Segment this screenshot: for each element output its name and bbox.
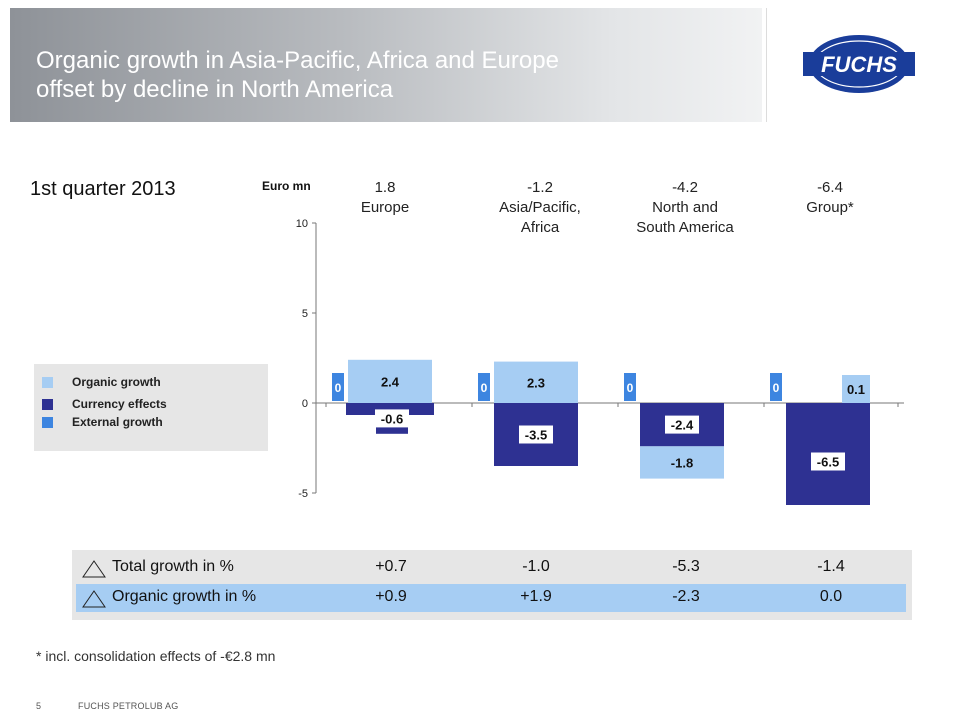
legend-swatch (42, 399, 53, 410)
region-total: -6.4 (817, 179, 843, 196)
period-subtitle: 1st quarter 2013 (30, 178, 176, 200)
table-cell: +0.7 (375, 558, 407, 575)
region-header-americas: -4.2 North and South America (615, 178, 755, 238)
table-cell: -2.3 (672, 588, 700, 605)
unit-label: Euro mn (262, 179, 311, 193)
data-label-organic: 0.1 (847, 382, 865, 397)
y-tick-label: 10 (296, 218, 308, 230)
data-label-currency: -2.4 (671, 418, 694, 433)
data-label-external: 0 (335, 381, 342, 395)
table-cell: -1.4 (817, 558, 845, 575)
data-label-external: 0 (481, 381, 488, 395)
data-label-currency: -0.6 (381, 411, 403, 426)
data-label-bg (375, 409, 409, 428)
legend-label: Organic growth (72, 375, 161, 389)
region-header-asia-pacific: -1.2 Asia/Pacific, Africa (480, 178, 600, 238)
data-label-currency: -6.5 (817, 455, 839, 470)
table-row-total-growth: Total growth in % +0.7 -1.0 -5.3 -1.4 (76, 554, 906, 582)
table-cell: +0.9 (375, 588, 407, 605)
region-total: 1.8 (374, 179, 396, 196)
data-label-currency: -3.5 (525, 428, 547, 443)
bar-chart: 10 5 0 -5 0 2.4 -0.6 0 2.3 -3.5 0 -1.8 -2.4 0 0.1 -6.5 (296, 218, 904, 505)
region-total: -4.2 (672, 179, 698, 196)
row-label: Organic growth in % (112, 588, 257, 605)
data-label-external: 0 (773, 381, 780, 395)
logo-text: FUCHS (821, 52, 897, 77)
legend-swatch (42, 377, 53, 388)
region-name: Group* (806, 199, 854, 216)
bar-currency-band (346, 403, 434, 415)
legend-label: External growth (72, 415, 163, 429)
logo-area: FUCHS (766, 8, 951, 122)
region-name-2: South America (636, 219, 734, 236)
table-row-organic-growth: Organic growth in % +0.9 +1.9 -2.3 0.0 (76, 584, 906, 612)
slide-title: Organic growth in Asia-Pacific, Africa a… (36, 46, 676, 104)
bar-organic-growth (348, 359, 432, 403)
page-number: 5 (36, 701, 42, 711)
table-cell: -1.0 (522, 558, 550, 575)
bar-organic-growth (842, 375, 870, 403)
delta-icon (82, 560, 106, 578)
y-tick-label: 5 (302, 308, 308, 320)
region-total: -1.2 (527, 179, 553, 196)
fuchs-logo: FUCHS (803, 35, 915, 93)
legend-label: Currency effects (72, 397, 167, 411)
data-label-bg (519, 425, 553, 444)
slide-title-line-2: offset by decline in North America (36, 76, 394, 103)
region-name: Asia/Pacific, (499, 199, 581, 216)
bar-organic-growth (640, 446, 724, 479)
chart-legend: Organic growth Currency effects External… (34, 364, 268, 451)
region-name: North and (652, 199, 718, 216)
header-banner: Organic growth in Asia-Pacific, Africa a… (10, 8, 762, 122)
data-label-bg (665, 415, 699, 434)
company-name: FUCHS PETROLUB AG (78, 701, 179, 711)
footnote: * incl. consolidation effects of -€2.8 m… (36, 648, 276, 664)
bar-external-growth (332, 373, 344, 401)
legend-swatch (42, 417, 53, 428)
slide-title-line-1: Organic growth in Asia-Pacific, Africa a… (36, 47, 559, 74)
table-cell: 0.0 (819, 588, 843, 605)
bar-external-growth (478, 373, 490, 401)
y-tick-label: 0 (302, 398, 308, 410)
data-label-external: 0 (627, 381, 634, 395)
region-name: Europe (360, 199, 410, 216)
data-label-organic: 2.3 (527, 375, 545, 390)
row-label: Total growth in % (112, 558, 234, 575)
y-tick-label: -5 (298, 488, 308, 500)
bar-external-growth (770, 373, 782, 401)
data-label-organic: 2.4 (381, 374, 400, 389)
table-cell: +1.9 (520, 588, 552, 605)
bar-external-growth (624, 373, 636, 401)
delta-icon (82, 590, 106, 608)
data-label-bg (811, 452, 845, 471)
region-header-group: -6.4 Group* (790, 178, 870, 218)
data-label-organic: -1.8 (671, 455, 693, 470)
region-name-2: Africa (520, 219, 560, 236)
bar-organic-growth (494, 361, 578, 403)
region-header-europe: 1.8 Europe (345, 178, 425, 218)
table-cell: -5.3 (672, 558, 700, 575)
